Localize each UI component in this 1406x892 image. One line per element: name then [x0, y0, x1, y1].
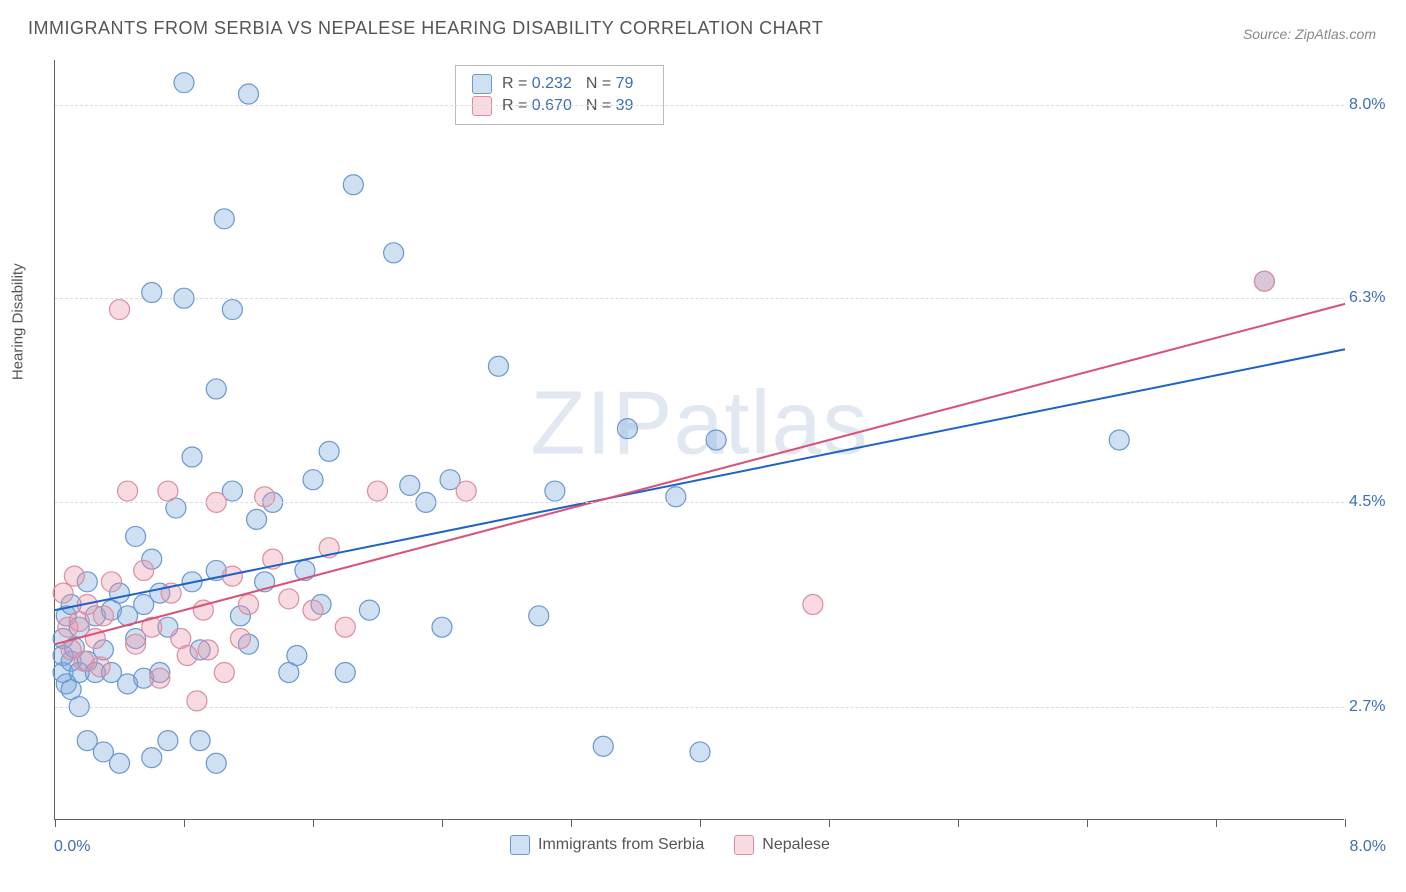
nepal-point [198, 640, 218, 660]
nepal-swatch-icon [734, 835, 754, 855]
x-axis-start-label: 0.0% [54, 838, 90, 856]
nepal-point [93, 606, 113, 626]
x-tick [1087, 819, 1088, 827]
serbia-point [142, 748, 162, 768]
nepal-point [230, 629, 250, 649]
x-tick [958, 819, 959, 827]
x-axis-end-label: 8.0% [1350, 838, 1386, 856]
grid-line [55, 298, 1344, 299]
nepal-point [803, 594, 823, 614]
serbia-point [206, 753, 226, 773]
nepal-point [456, 481, 476, 501]
y-tick-label: 6.3% [1349, 289, 1404, 307]
serbia-point [545, 481, 565, 501]
series-legend: Immigrants from Serbia Nepalese [510, 835, 830, 855]
x-tick [55, 819, 56, 827]
nepal-point [214, 663, 234, 683]
nepal-point [335, 617, 355, 637]
serbia-point [110, 753, 130, 773]
nepal-point [126, 634, 146, 654]
serbia-point [174, 73, 194, 93]
series-legend-item: Immigrants from Serbia [510, 835, 704, 855]
serbia-point [432, 617, 452, 637]
serbia-point [1109, 430, 1129, 450]
serbia-point [239, 84, 259, 104]
nepal-point [279, 589, 299, 609]
x-tick [829, 819, 830, 827]
serbia-point [666, 487, 686, 507]
serbia-point [617, 419, 637, 439]
nepal-point [1254, 271, 1274, 291]
serbia-point [335, 663, 355, 683]
nepal-point [368, 481, 388, 501]
nepal-point [255, 487, 275, 507]
serbia-point [690, 742, 710, 762]
nepal-point [303, 600, 323, 620]
nepal-point [177, 646, 197, 666]
nepal-point [64, 566, 84, 586]
serbia-point [593, 736, 613, 756]
y-tick-label: 2.7% [1349, 698, 1404, 716]
serbia-point [400, 475, 420, 495]
series-legend-label: Nepalese [762, 836, 830, 854]
serbia-point [126, 526, 146, 546]
serbia-point [343, 175, 363, 195]
nepal-point [239, 594, 259, 614]
grid-line [55, 707, 1344, 708]
serbia-point [214, 209, 234, 229]
serbia-point [706, 430, 726, 450]
x-tick [184, 819, 185, 827]
nepal-point [110, 300, 130, 320]
source-label: Source: ZipAtlas.com [1243, 26, 1376, 42]
x-tick [571, 819, 572, 827]
x-tick [1216, 819, 1217, 827]
serbia-point [142, 283, 162, 303]
serbia-point [488, 356, 508, 376]
grid-line [55, 105, 1344, 106]
plot-area: ZIPatlas R = 0.232N = 79R = 0.670N = 39 … [54, 60, 1344, 820]
y-axis-label: Hearing Disability [10, 263, 27, 380]
nepal-point [150, 668, 170, 688]
serbia-point [384, 243, 404, 263]
nepal-regression-line [55, 304, 1345, 644]
serbia-point [182, 447, 202, 467]
x-tick [313, 819, 314, 827]
serbia-point [190, 731, 210, 751]
chart-container: IMMIGRANTS FROM SERBIA VS NEPALESE HEARI… [0, 0, 1406, 892]
nepal-point [118, 481, 138, 501]
serbia-point [222, 300, 242, 320]
series-legend-label: Immigrants from Serbia [538, 836, 704, 854]
serbia-point [529, 606, 549, 626]
nepal-point [158, 481, 178, 501]
serbia-point [247, 509, 267, 529]
serbia-point [319, 441, 339, 461]
serbia-point [303, 470, 323, 490]
series-legend-item: Nepalese [734, 835, 830, 855]
nepal-point [53, 583, 73, 603]
serbia-regression-line [55, 349, 1345, 610]
serbia-point [206, 379, 226, 399]
serbia-point [158, 731, 178, 751]
x-tick [700, 819, 701, 827]
x-tick [442, 819, 443, 827]
nepal-point [134, 560, 154, 580]
serbia-point [287, 646, 307, 666]
nepal-point [101, 572, 121, 592]
nepal-point [187, 691, 207, 711]
grid-line [55, 502, 1344, 503]
nepal-point [90, 657, 110, 677]
y-tick-label: 8.0% [1349, 96, 1404, 114]
chart-title: IMMIGRANTS FROM SERBIA VS NEPALESE HEARI… [28, 18, 823, 39]
serbia-swatch-icon [510, 835, 530, 855]
y-tick-label: 4.5% [1349, 493, 1404, 511]
serbia-point [359, 600, 379, 620]
x-tick [1345, 819, 1346, 827]
